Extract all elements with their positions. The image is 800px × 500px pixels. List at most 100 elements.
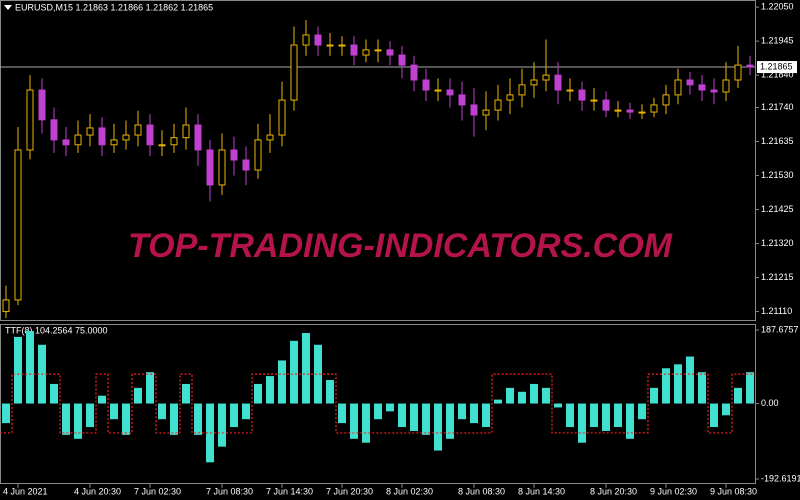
candle-body — [650, 104, 658, 113]
indicator-title: TTF(8) 104.2564 75.0000 — [5, 325, 108, 335]
candle-body — [746, 64, 754, 68]
candle-body — [398, 54, 406, 66]
candle-body — [434, 89, 442, 92]
candle-body — [110, 139, 118, 146]
x-tick-label: 9 Jun 02:30 — [650, 486, 697, 496]
candle-body — [482, 109, 490, 116]
histogram-bar — [746, 372, 754, 404]
histogram-bar — [290, 340, 298, 404]
candle-body — [86, 127, 94, 136]
signal-line — [0, 373, 756, 434]
histogram-bar — [26, 331, 34, 404]
x-tick-label: 7 Jun 08:30 — [206, 486, 253, 496]
candle-body — [470, 104, 478, 116]
candle-body — [674, 79, 682, 96]
candle-body — [734, 64, 742, 81]
histogram-bar — [614, 403, 622, 428]
histogram-bar — [686, 356, 694, 404]
candle-body — [458, 94, 466, 106]
y-tick-label: 1.21635 — [761, 136, 794, 146]
y-tick-label: 187.6757 — [761, 324, 799, 334]
histogram-bar — [2, 403, 10, 424]
x-tick-label: 8 Jun 08:30 — [458, 486, 505, 496]
histogram-bar — [182, 383, 190, 404]
candle-body — [422, 79, 430, 91]
candle-body — [590, 99, 598, 102]
candle-body — [722, 79, 730, 93]
x-tick-label: 7 Jun 14:30 — [266, 486, 313, 496]
candle-body — [566, 89, 574, 92]
candle-body — [278, 99, 286, 136]
candle-body — [494, 99, 502, 111]
histogram-bar — [638, 403, 646, 420]
candle-body — [230, 149, 238, 161]
histogram-bar — [578, 403, 586, 443]
histogram-bar — [710, 403, 718, 428]
candle-body — [338, 44, 346, 47]
histogram-bar — [134, 387, 142, 404]
y-tick-label: 1.21530 — [761, 170, 794, 180]
histogram-bar — [158, 403, 166, 420]
watermark: TOP-TRADING-INDICATORS.COM — [128, 227, 673, 265]
candle-body — [314, 34, 322, 46]
histogram-bar — [554, 403, 562, 408]
candle-body — [194, 124, 202, 151]
histogram-bar — [590, 403, 598, 428]
candle-body — [122, 134, 130, 141]
histogram-bar — [170, 403, 178, 435]
candle-body — [14, 149, 22, 301]
histogram-bar — [458, 403, 466, 420]
candle-body — [698, 84, 706, 91]
candle-body — [290, 44, 298, 101]
histogram-bar — [530, 383, 538, 404]
histogram-bar — [74, 403, 82, 439]
y-tick-label: 1.21840 — [761, 70, 794, 80]
y-tick-label: 1.21425 — [761, 204, 794, 214]
x-tick-label: 7 Jun 02:30 — [134, 486, 181, 496]
candle-body — [62, 139, 70, 146]
histogram-bar — [518, 391, 526, 404]
histogram-bar — [62, 403, 70, 435]
x-tick-label: 9 Jun 08:30 — [710, 486, 757, 496]
candle-body — [506, 94, 514, 101]
histogram-bar — [338, 403, 346, 424]
candle-body — [710, 89, 718, 93]
x-tick-label: 4 Jun 2021 — [3, 486, 48, 496]
histogram-bar — [386, 403, 394, 412]
histogram-bar — [230, 403, 238, 428]
histogram-bar — [674, 364, 682, 404]
histogram-bar — [122, 403, 130, 435]
histogram-bar — [722, 403, 730, 416]
histogram-bar — [422, 403, 430, 435]
histogram-bar — [506, 387, 514, 404]
candle-body — [374, 49, 382, 52]
histogram-bar — [98, 395, 106, 404]
histogram-bar — [254, 383, 262, 404]
menu-triangle — [4, 5, 12, 10]
candle-body — [2, 299, 10, 313]
histogram-bar — [698, 372, 706, 404]
histogram-bar — [566, 403, 574, 428]
candle-body — [170, 137, 178, 146]
candle-body — [446, 89, 454, 96]
histogram-bar — [110, 403, 118, 420]
y-tick-label: -192.6191 — [761, 473, 800, 483]
histogram-bar — [626, 403, 634, 439]
histogram-bar — [194, 403, 202, 435]
x-tick-label: 8 Jun 20:30 — [590, 486, 637, 496]
y-tick-label: 1.22050 — [761, 2, 794, 12]
x-tick-label: 7 Jun 20:30 — [326, 486, 373, 496]
candle-body — [266, 134, 274, 141]
candle-body — [638, 111, 646, 114]
last-price-box — [757, 61, 797, 74]
x-tick-label: 8 Jun 02:30 — [386, 486, 433, 496]
histogram-bar — [242, 403, 250, 420]
candle-body — [662, 94, 670, 106]
candle-body — [350, 44, 358, 56]
histogram-bar — [50, 383, 58, 404]
histogram-bar — [650, 387, 658, 404]
histogram-bar — [314, 344, 322, 404]
histogram-bar — [542, 387, 550, 404]
histogram-bar — [326, 380, 334, 404]
